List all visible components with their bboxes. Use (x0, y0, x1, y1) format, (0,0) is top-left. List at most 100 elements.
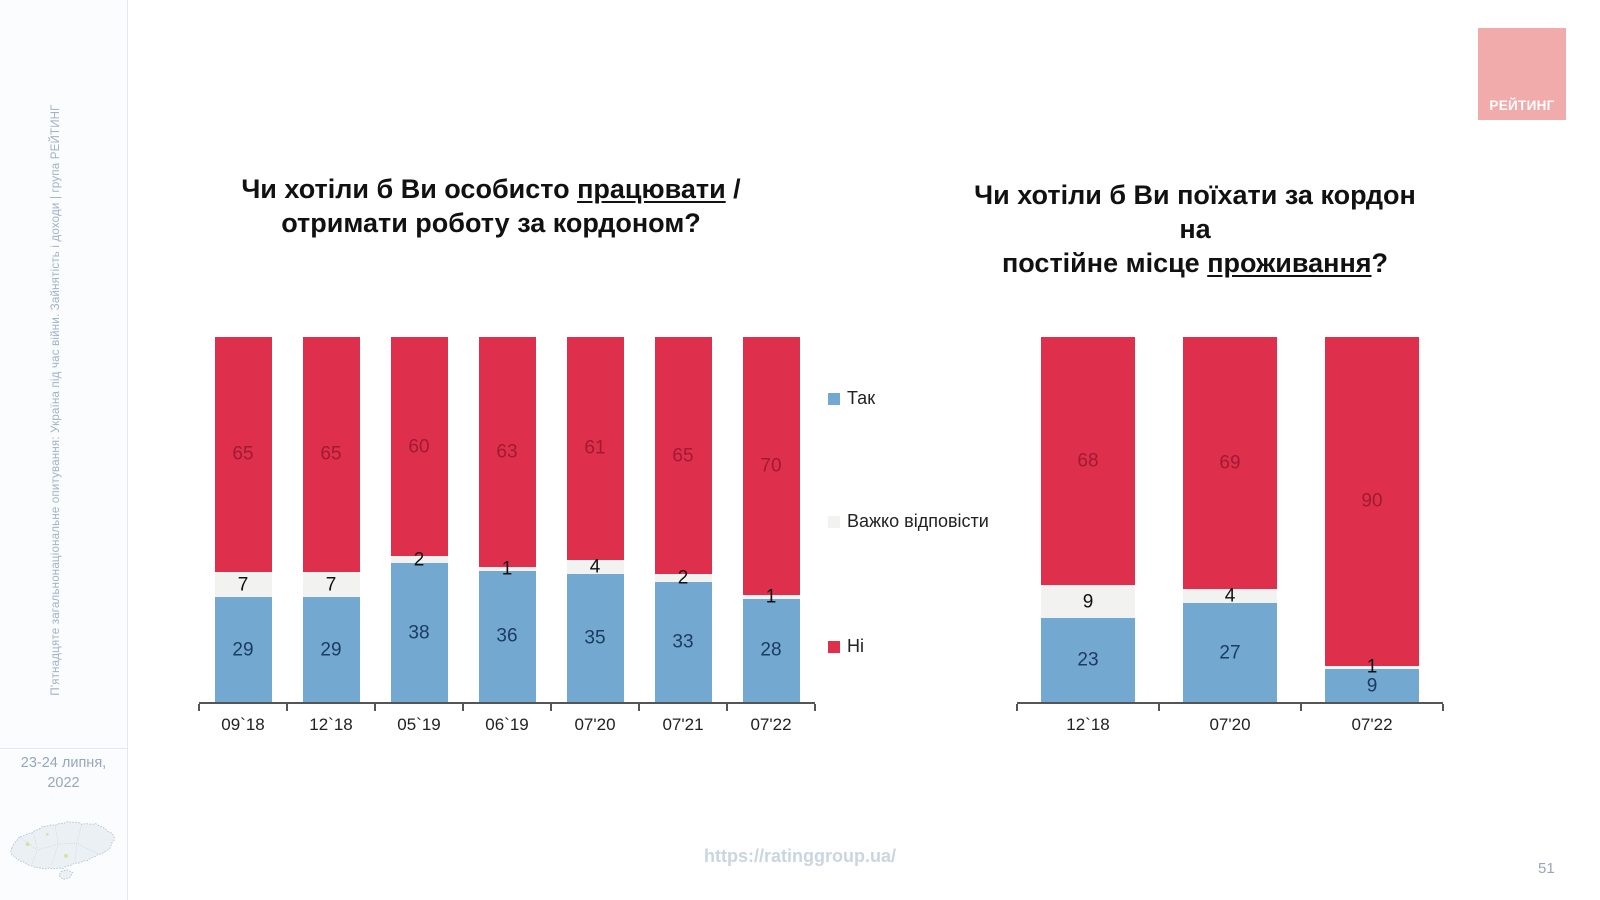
legend-item: Важко відповісти (828, 511, 989, 532)
axis-tick (462, 704, 464, 711)
bar-value-label: 61 (584, 437, 606, 459)
bar-value-label: 29 (320, 639, 342, 661)
bar-segment: 9 (1041, 585, 1135, 619)
bar-value-label: 1 (1366, 656, 1378, 678)
x-axis-label: 12`18 (309, 715, 353, 734)
axis-tick (198, 704, 200, 711)
bar-slot: 29 7 65 (287, 337, 375, 702)
left-chart-title-line1: Чи хотіли б Ви особисто працювати / (241, 174, 741, 204)
bar-segment: 36 (478, 570, 536, 702)
axis-tick (726, 704, 728, 711)
bar-segment: 68 (1041, 337, 1135, 586)
bar-segment: 9 (1325, 669, 1419, 702)
x-axis-label: 07'22 (1351, 715, 1393, 734)
bar-slot: 9 1 90 (1301, 337, 1443, 702)
bar-value-label: 36 (496, 625, 518, 647)
x-axis-label: 07'20 (1209, 715, 1251, 734)
bar-segment: 23 (1041, 618, 1135, 702)
bar-segment: 60 (390, 337, 448, 557)
stacked-bar: 9 1 90 (1325, 337, 1419, 702)
bar-segment: 29 (302, 597, 360, 702)
bar-value-label: 70 (760, 455, 782, 477)
source-url-link[interactable]: https://ratinggroup.ua/ (704, 846, 896, 866)
axis-tick (1299, 704, 1302, 711)
legend-item: Ні (828, 636, 864, 657)
x-axis (198, 702, 816, 712)
legend-swatch-icon (828, 392, 840, 405)
bar-segment: 38 (390, 563, 448, 702)
bar-segment: 65 (302, 337, 360, 572)
bar-segment: 65 (654, 337, 712, 575)
bar-value-label: 68 (1077, 450, 1099, 472)
stacked-bar: 23 9 68 (1041, 337, 1135, 702)
legend-item: Так (828, 388, 875, 409)
bar-segment: 7 (302, 571, 360, 598)
bar-slot: 29 7 65 (199, 337, 287, 702)
ukraine-map-icon (10, 821, 115, 880)
bar-value-label: 65 (232, 443, 254, 465)
bar-value-label: 23 (1077, 649, 1099, 671)
bar-value-label: 9 (1082, 591, 1094, 613)
bar-value-label: 7 (237, 574, 249, 596)
survey-date-line1: 23-24 липня, (20, 755, 107, 771)
right-chart-title: Чи хотіли б Ви поїхати за кордон на пост… (955, 178, 1435, 280)
stacked-bar: 35 4 61 (566, 337, 624, 702)
chart-work-abroad: 29 7 65 29 7 65 38 2 60 36 1 63 35 4 61 33 2 65 28 1 70 09`1… (198, 337, 816, 735)
x-axis-label: 09`18 (221, 715, 265, 734)
plot-area: 23 9 68 27 4 69 9 1 90 (1017, 337, 1443, 702)
bar-segment: 28 (742, 598, 800, 702)
legend-swatch-icon (828, 515, 840, 528)
sidebar-vertical-text: П'ятнадцяте загальнонаціональне опитуван… (50, 104, 62, 696)
right-chart-title-line1: Чи хотіли б Ви поїхати за кордон на (974, 180, 1416, 244)
plot-area: 29 7 65 29 7 65 38 2 60 36 1 63 35 4 61 33 2 65 28 1 70 (199, 337, 815, 702)
bar-slot: 28 1 70 (727, 337, 815, 702)
bar-value-label: 28 (760, 639, 782, 661)
axis-tick (1442, 704, 1444, 711)
x-axis (1016, 702, 1444, 712)
legend-label: Ні (847, 636, 864, 656)
bar-segment: 70 (742, 337, 800, 596)
legend-swatch-icon (828, 640, 840, 653)
sidebar: П'ятнадцяте загальнонаціональне опитуван… (0, 0, 128, 900)
bar-slot: 38 2 60 (375, 337, 463, 702)
bar-value-label: 27 (1219, 642, 1241, 664)
bar-value-label: 2 (413, 549, 425, 571)
bar-segment: 1 (1325, 658, 1419, 677)
sidebar-divider (0, 748, 127, 749)
axis-tick (285, 704, 288, 711)
bar-segment: 2 (390, 550, 448, 569)
x-axis-label: 12`18 (1066, 715, 1110, 734)
survey-date: 23-24 липня, 2022 (0, 754, 127, 793)
x-axis-labels: 09`18 12`18 05`19 06`19 07'20 07'21 07'22 (199, 712, 815, 735)
bar-segment: 27 (1183, 603, 1277, 702)
x-axis-label: 07'22 (750, 715, 792, 734)
bar-segment: 29 (214, 597, 272, 702)
left-chart-title-line2: отримати роботу за кордоном? (281, 208, 701, 238)
bar-segment: 35 (566, 574, 624, 702)
bar-segment: 63 (478, 337, 536, 567)
stacked-bar: 38 2 60 (390, 337, 448, 702)
axis-tick (1016, 704, 1018, 711)
axis-tick (638, 704, 640, 711)
bar-segment: 2 (654, 568, 712, 587)
chart-move-abroad: 23 9 68 27 4 69 9 1 90 12`18 07'20 07'22 (1016, 337, 1444, 735)
stacked-bar: 33 2 65 (654, 337, 712, 702)
bar-value-label: 65 (672, 445, 694, 467)
bar-segment: 1 (742, 587, 800, 606)
rating-group-logo: РЕЙТИНГ (1478, 28, 1566, 120)
axis-tick (373, 704, 376, 711)
right-chart-title-line2: постійне місце проживання? (1001, 248, 1389, 278)
bar-value-label: 69 (1219, 452, 1241, 474)
legend-label: Так (847, 388, 876, 408)
bar-slot: 23 9 68 (1017, 337, 1159, 702)
axis-tick (549, 704, 552, 711)
stacked-bar: 36 1 63 (478, 337, 536, 702)
bar-value-label: 33 (672, 631, 694, 653)
rating-logo-text: РЕЙТИНГ (1489, 98, 1555, 113)
stacked-bar: 29 7 65 (214, 337, 272, 702)
bar-segment: 7 (214, 571, 272, 598)
x-axis-label: 07'21 (662, 715, 704, 734)
bar-segment: 90 (1325, 337, 1419, 666)
bar-value-label: 1 (501, 558, 513, 580)
